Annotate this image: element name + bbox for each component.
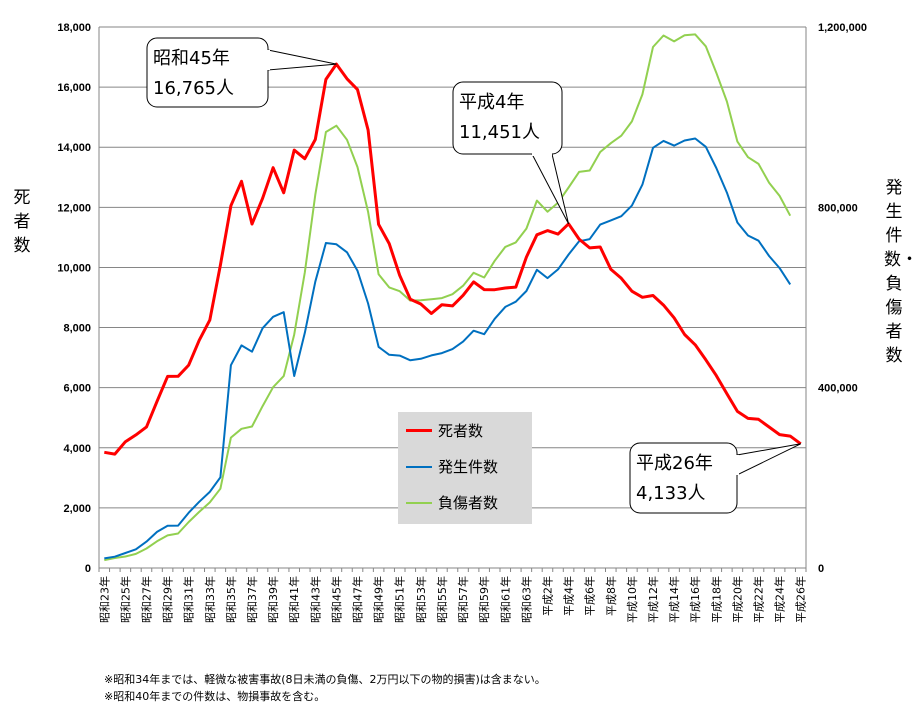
x-tick-label: 昭和47年 bbox=[351, 576, 365, 623]
x-tick-label: 昭和59年 bbox=[477, 576, 491, 623]
x-tick-label: 昭和43年 bbox=[308, 576, 322, 623]
x-tick-label: 平成22年 bbox=[752, 576, 766, 623]
x-tick-label: 昭和61年 bbox=[498, 576, 512, 623]
x-tick-label: 平成12年 bbox=[646, 576, 660, 623]
x-tick-label: 平成4年 bbox=[562, 576, 576, 616]
x-tick-label: 昭和55年 bbox=[435, 576, 449, 623]
left-axis-title-text: 死者数 bbox=[13, 188, 31, 256]
x-tick-label: 平成18年 bbox=[709, 576, 723, 623]
series-line-injured bbox=[104, 33, 792, 562]
legend-swatch-accidents bbox=[406, 465, 432, 468]
legend-item-injured: 負傷者数 bbox=[406, 492, 498, 513]
footnote-1: ※昭和34年までは、軽微な被害事故(8日未満の負傷、2万円以下の物的損害)は含ま… bbox=[104, 673, 546, 686]
legend-label-injured: 負傷者数 bbox=[438, 494, 499, 512]
left-axis-ticks: 0 2,000 4,000 6,000 8,000 10,000 12,000 14,000 1… bbox=[57, 22, 91, 575]
x-tick-label: 平成6年 bbox=[583, 576, 597, 616]
callout-pointer bbox=[531, 153, 570, 225]
right-tick-label: 1,200,000 bbox=[818, 22, 867, 34]
x-tick-label: 平成14年 bbox=[667, 576, 681, 623]
x-axis-ticks: 昭和23年 昭和25年 昭和27年 昭和29年 昭和31年 昭和33年 昭和35年 昭和37年… bbox=[97, 576, 807, 623]
x-tick-label: 昭和63年 bbox=[519, 576, 533, 623]
x-tick-label: 昭和33年 bbox=[203, 576, 217, 623]
left-tick-label: 4,000 bbox=[63, 443, 91, 455]
callout-joint bbox=[735, 455, 739, 475]
callout: 平成26年 4,133人 bbox=[629, 442, 801, 514]
x-tick-label: 平成10年 bbox=[625, 576, 639, 623]
left-tick-label: 10,000 bbox=[57, 262, 91, 274]
right-tick-label: 800,000 bbox=[818, 202, 858, 214]
callout-pointer bbox=[267, 49, 337, 71]
callout-joint bbox=[266, 50, 270, 70]
x-tick-label: 昭和31年 bbox=[182, 576, 196, 623]
right-tick-label: 0 bbox=[818, 563, 824, 575]
legend-swatch-deaths bbox=[406, 429, 432, 432]
legend-label-accidents: 発生件数 bbox=[438, 458, 499, 476]
callout-line1: 平成4年 bbox=[459, 92, 524, 113]
left-tick-label: 18,000 bbox=[57, 22, 91, 34]
series-line-deaths bbox=[104, 62, 802, 456]
x-tick-label: 昭和23年 bbox=[97, 576, 111, 623]
x-tick-label: 昭和57年 bbox=[456, 576, 470, 623]
x-tick-label: 平成2年 bbox=[540, 576, 554, 616]
callout-line2: 16,765人 bbox=[153, 78, 234, 99]
callout-box bbox=[146, 37, 269, 108]
right-axis-ticks: 0 400,000 800,000 1,200,000 bbox=[818, 22, 867, 575]
left-tick-label: 0 bbox=[85, 563, 91, 575]
callout-line1: 昭和45年 bbox=[153, 48, 230, 69]
legend-item-accidents: 発生件数 bbox=[406, 456, 498, 477]
footnote-2: ※昭和40年までの件数は、物損事故を含む。 bbox=[104, 690, 326, 703]
callout-pointer bbox=[736, 443, 801, 476]
callout-line1: 平成26年 bbox=[636, 453, 713, 474]
x-tick-label: 昭和29年 bbox=[161, 576, 175, 623]
legend: 死者数 発生件数 負傷者数 bbox=[398, 412, 532, 524]
right-axis-title-text: 発生件数・負傷者数 bbox=[884, 178, 916, 366]
x-tick-label: 平成20年 bbox=[730, 576, 744, 623]
right-tick-label: 400,000 bbox=[818, 383, 858, 395]
callout: 昭和45年 16,765人 bbox=[146, 37, 337, 108]
x-tick-label: 昭和37年 bbox=[245, 576, 259, 623]
x-tick-label: 平成26年 bbox=[794, 576, 808, 623]
series-lines bbox=[104, 33, 802, 562]
left-tick-label: 6,000 bbox=[63, 383, 91, 395]
left-tick-label: 14,000 bbox=[57, 142, 91, 154]
x-tick-label: 昭和45年 bbox=[329, 576, 343, 623]
x-tick-label: 昭和41年 bbox=[287, 576, 301, 623]
callout-line2: 11,451人 bbox=[459, 122, 540, 143]
callout-box bbox=[629, 442, 738, 514]
x-tick-label: 平成16年 bbox=[688, 576, 702, 623]
x-tick-label: 昭和53年 bbox=[414, 576, 428, 623]
left-tick-label: 12,000 bbox=[57, 202, 91, 214]
callout-box bbox=[452, 81, 563, 155]
x-tick-label: 昭和49年 bbox=[372, 576, 386, 623]
legend-label-deaths: 死者数 bbox=[438, 422, 484, 440]
x-tick-label: 平成24年 bbox=[773, 576, 787, 623]
left-tick-label: 8,000 bbox=[63, 323, 91, 335]
left-tick-label: 2,000 bbox=[63, 503, 91, 515]
x-tick-label: 昭和27年 bbox=[139, 576, 153, 623]
series-line-accidents bbox=[104, 137, 792, 560]
left-tick-label: 16,000 bbox=[57, 82, 91, 94]
x-tick-label: 昭和39年 bbox=[266, 576, 280, 623]
right-axis-title: 発生件数・負傷者数 bbox=[884, 176, 916, 368]
callout-line2: 4,133人 bbox=[636, 483, 706, 504]
x-tick-label: 昭和35年 bbox=[224, 576, 238, 623]
gridlines bbox=[98, 26, 807, 572]
x-tick-label: 平成8年 bbox=[604, 576, 618, 616]
x-tick-label: 昭和25年 bbox=[118, 576, 132, 623]
x-tick-label: 昭和51年 bbox=[393, 576, 407, 623]
left-axis-title: 死者数 bbox=[12, 186, 32, 258]
legend-item-deaths: 死者数 bbox=[406, 420, 483, 441]
callout: 平成4年 11,451人 bbox=[452, 81, 570, 225]
callout-joint bbox=[532, 152, 552, 156]
legend-swatch-injured bbox=[406, 501, 432, 504]
